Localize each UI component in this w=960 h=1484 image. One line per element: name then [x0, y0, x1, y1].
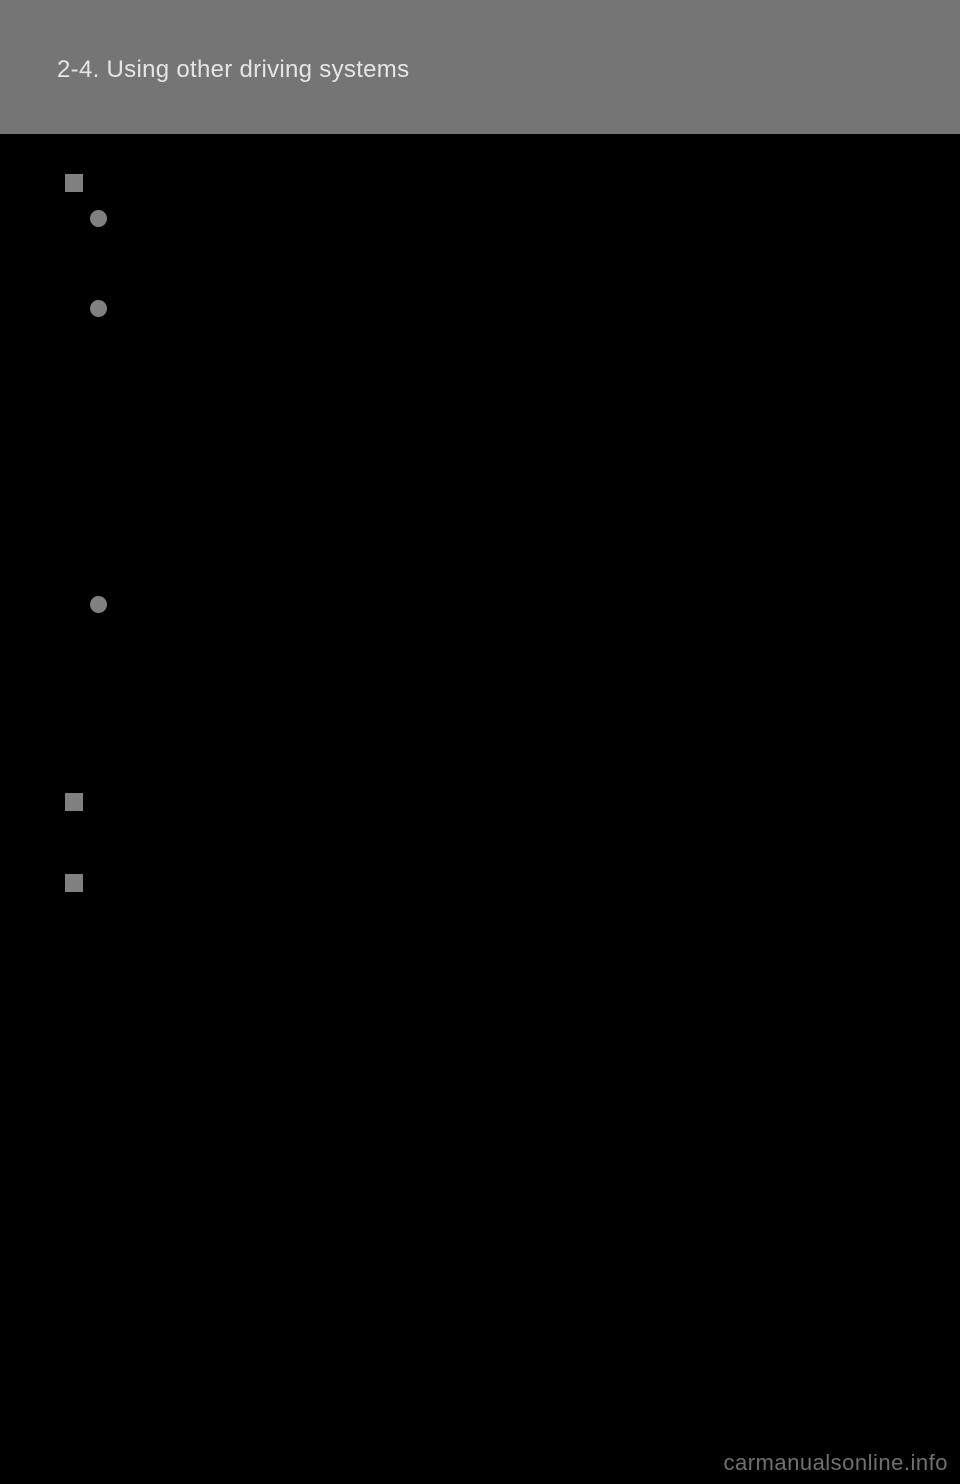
watermark-text: carmanualsonline.info [723, 1450, 948, 1476]
circle-bullet-icon [90, 300, 107, 317]
square-bullet-icon [65, 174, 83, 192]
section-title: 2-4. Using other driving systems [57, 56, 409, 84]
circle-bullet-icon [90, 596, 107, 613]
circle-bullet-icon [90, 210, 107, 227]
square-bullet-icon [65, 793, 83, 811]
header-band: 2-4. Using other driving systems [0, 0, 960, 134]
square-bullet-icon [65, 874, 83, 892]
